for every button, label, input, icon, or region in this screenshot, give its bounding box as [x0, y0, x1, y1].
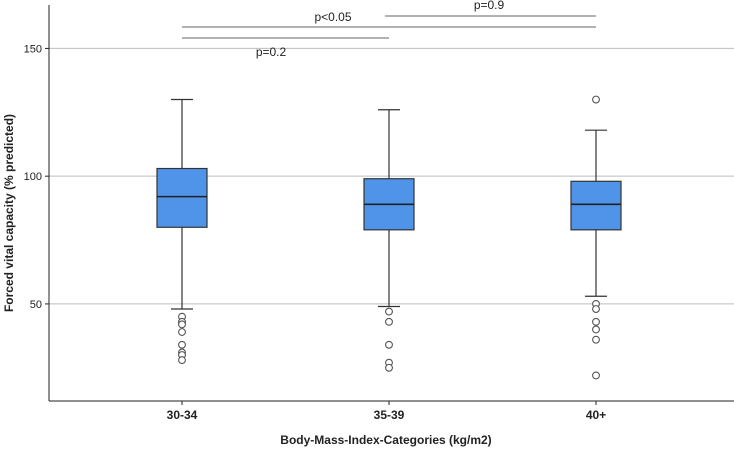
outlier-point — [178, 340, 186, 349]
outlier-point — [385, 317, 393, 326]
box-group-35-39 — [363, 109, 415, 372]
outlier-point — [385, 340, 393, 349]
outlier-point — [592, 335, 600, 344]
outlier-point — [178, 328, 186, 336]
outlier-point — [385, 363, 393, 372]
grid-lines — [49, 47, 734, 305]
y-axis-title: Forced vital capacity (% predicted) — [2, 114, 16, 312]
x-tick-label-30-34: 30-34 — [167, 408, 198, 422]
box-iqr — [156, 167, 208, 228]
y-tick-label-100: 100 — [24, 171, 42, 183]
outlier-point — [592, 305, 600, 313]
box-plots — [156, 95, 622, 380]
x-tick-label-35-39: 35-39 — [374, 408, 405, 422]
x-tick-label-40+: 40+ — [586, 408, 606, 422]
sig-label: p=0.9 — [474, 0, 505, 12]
outlier-point — [178, 356, 186, 365]
outlier-point — [592, 317, 600, 326]
sig-bracket-1: p<0.05 — [182, 10, 596, 28]
box-group-30-34 — [156, 98, 208, 365]
axes: 50 100 150 30-34 35-39 40+ — [24, 5, 734, 422]
outlier-point — [592, 371, 600, 380]
significance-brackets: p<0.05 p=0.9 p=0.2 — [182, 0, 596, 59]
y-tick-label-50: 50 — [30, 299, 42, 311]
sig-label: p<0.05 — [314, 10, 351, 24]
sig-bracket-2: p=0.9 — [385, 0, 596, 17]
sig-label: p=0.2 — [256, 45, 287, 59]
sig-bracket-3: p=0.2 — [182, 37, 389, 59]
outlier-point — [592, 95, 600, 104]
outlier-point — [592, 325, 600, 334]
outlier-point — [385, 307, 393, 316]
box-group-40+ — [570, 95, 622, 380]
outlier-point — [178, 320, 186, 329]
box-iqr — [570, 180, 622, 231]
x-axis-title: Body-Mass-Index-Categories (kg/m2) — [280, 433, 491, 447]
y-tick-label-150: 150 — [24, 43, 42, 55]
